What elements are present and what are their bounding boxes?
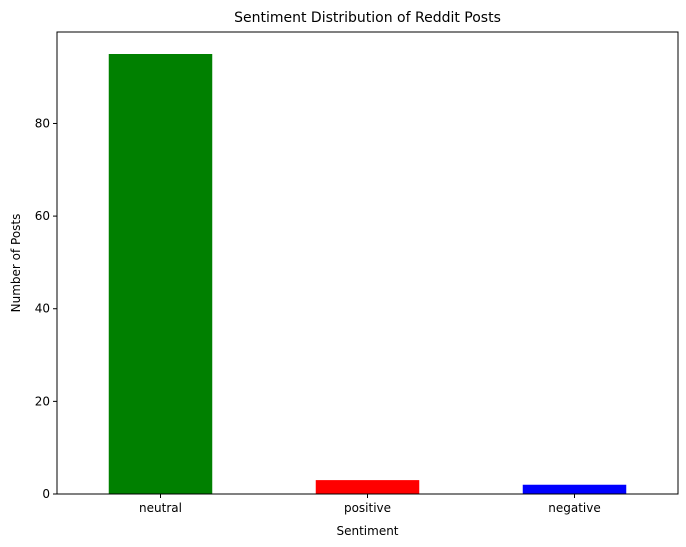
y-tick-label: 0	[42, 487, 50, 501]
chart-title: Sentiment Distribution of Reddit Posts	[234, 10, 501, 26]
y-tick-label: 60	[35, 209, 50, 223]
bar-negative	[522, 484, 627, 494]
x-tick-label-negative: negative	[548, 501, 600, 515]
y-axis-label: Number of Posts	[9, 214, 23, 313]
ticks-layer: 0 20 40 60 80 neutral positive negative	[35, 116, 601, 515]
y-tick-label: 20	[35, 394, 50, 408]
y-tick-label: 40	[35, 302, 50, 316]
x-axis-label: Sentiment	[336, 524, 398, 538]
x-tick-label-positive: positive	[344, 501, 391, 515]
bar-neutral	[108, 54, 213, 494]
x-tick-label-neutral: neutral	[139, 501, 182, 515]
y-tick-label: 80	[35, 116, 50, 130]
bars-layer	[108, 54, 627, 494]
bar-positive	[315, 480, 420, 494]
